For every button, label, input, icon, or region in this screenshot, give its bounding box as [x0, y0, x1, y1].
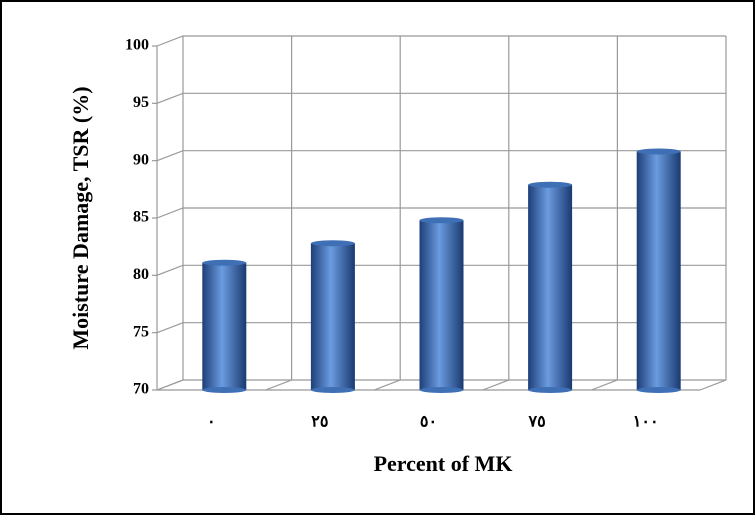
bar: [310, 240, 355, 393]
floor-line: [482, 379, 510, 391]
bar-body: [202, 262, 247, 390]
bar-base: [310, 387, 355, 393]
bar-base: [202, 387, 247, 393]
bar-top: [310, 240, 355, 247]
y-axis-title: Moisture Damage, TSR (%): [68, 86, 93, 349]
x-tick-label: ٢٥: [311, 414, 328, 431]
bar: [636, 148, 681, 393]
y-tick-label: 75: [133, 323, 149, 340]
x-tick-label: ٥٠: [420, 414, 437, 431]
y-tick-label: 70: [133, 381, 149, 398]
bar-base: [528, 387, 573, 393]
y-tick-label: 85: [133, 209, 149, 226]
bar-body: [419, 220, 464, 390]
bar-top: [528, 181, 573, 188]
bar-top: [419, 217, 464, 224]
floor-line: [699, 379, 727, 391]
grid-line: [156, 92, 726, 104]
floor-line: [373, 379, 401, 391]
x-tick-label: ١٠٠: [633, 414, 659, 431]
bar: [528, 181, 573, 393]
bar-body: [528, 184, 573, 390]
grid-line: [156, 35, 726, 47]
floor-line: [591, 379, 618, 391]
y-tick-label: 80: [133, 266, 149, 283]
x-axis-title: Percent of MK: [374, 451, 513, 476]
y-tick-label: 100: [125, 37, 149, 54]
y-tick-label: 90: [133, 151, 149, 168]
x-tick-label: ٧٥: [528, 414, 546, 431]
grid-line: [156, 150, 726, 162]
bar: [202, 259, 247, 393]
bar-body: [636, 151, 681, 390]
bar: [419, 217, 464, 393]
bar-base: [419, 387, 464, 393]
y-tick-label: 95: [133, 94, 149, 111]
x-tick-label: ٠: [207, 414, 216, 431]
floor-line: [265, 379, 292, 391]
bar-base: [636, 387, 681, 393]
bar-top: [636, 148, 681, 155]
bar-body: [310, 243, 355, 390]
bar-top: [202, 259, 247, 266]
